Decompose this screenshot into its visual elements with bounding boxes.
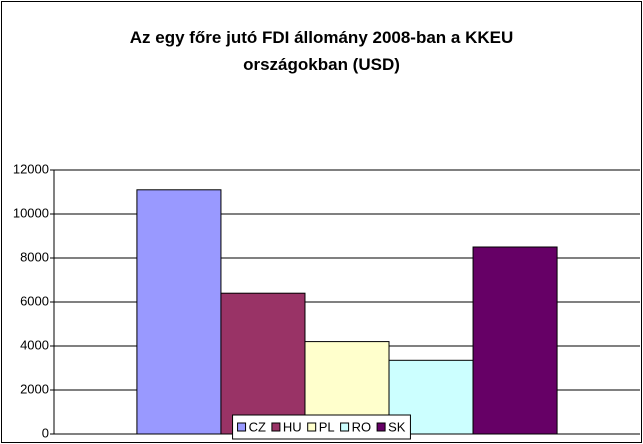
y-tick-label: 12000 [13, 161, 49, 176]
y-tick-label: 4000 [20, 337, 49, 352]
chart-title: Az egy főre jutó FDI állomány 2008-ban a… [129, 28, 514, 74]
bar [136, 189, 222, 435]
legend-swatch [376, 422, 386, 432]
legend-label: RO [352, 419, 372, 434]
bar [220, 292, 306, 435]
legend-swatch [340, 422, 350, 432]
y-tick-label: 8000 [20, 249, 49, 264]
legend-label: PL [319, 419, 335, 434]
y-tick-label: 10000 [13, 205, 49, 220]
y-tick-label: 6000 [20, 293, 49, 308]
legend-swatch [271, 422, 281, 432]
y-tick-label: 2000 [20, 381, 49, 396]
legend-swatch [307, 422, 317, 432]
legend: CZ HU PL RO SK [232, 414, 411, 440]
legend-swatch [237, 422, 247, 432]
bar [472, 246, 558, 435]
legend-label: SK [388, 419, 406, 434]
legend-label: CZ [249, 419, 266, 434]
y-tick-label: 0 [42, 425, 49, 440]
legend-label: HU [283, 419, 302, 434]
